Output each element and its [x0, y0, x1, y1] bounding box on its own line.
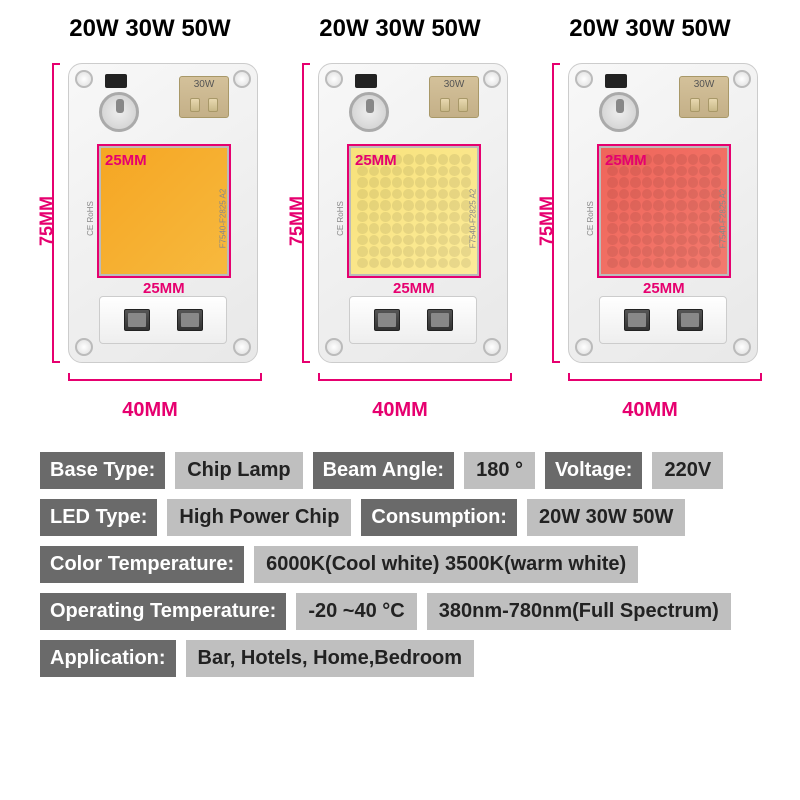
inner-dim-top: 25MM — [355, 152, 397, 169]
smd-component-icon — [677, 309, 703, 331]
pcb-marking-right: F7540-F2825 A2 — [219, 189, 228, 249]
led-type-label: LED Type: — [40, 499, 157, 536]
pcb-marking-left: CE RoHS — [86, 201, 95, 236]
smd-component-icon — [124, 309, 150, 331]
inner-dim-bottom: 25MM — [643, 280, 685, 297]
consumption-value: 20W 30W 50W — [527, 499, 685, 536]
mount-hole-icon — [325, 70, 343, 88]
base-type-value: Chip Lamp — [175, 452, 302, 489]
beam-angle-label: Beam Angle: — [313, 452, 455, 489]
chip-pcb: 30W 25MM 25MM F7540-F2825 A2 CE RoHS — [68, 63, 258, 363]
mount-hole-icon — [325, 338, 343, 356]
spectrum-value: 380nm-780nm(Full Spectrum) — [427, 593, 731, 630]
top-components: 30W — [347, 74, 479, 134]
chip-container: 75MM 30W 25MM 25MM F7540-F2 — [530, 51, 770, 391]
bracket-horizontal — [568, 373, 762, 381]
pcb-marking-right: F7540-F2825 A2 — [719, 189, 728, 249]
chip-block-2: 20W 30W 50W 75MM 30W 25MM — [530, 15, 770, 422]
wattage-label: 20W 30W 50W — [30, 15, 270, 43]
power-component: 30W — [679, 76, 729, 118]
mount-hole-icon — [233, 70, 251, 88]
spec-row-3: Color Temperature: 6000K(Cool white) 350… — [40, 546, 760, 583]
bottom-components — [349, 296, 477, 344]
mount-hole-icon — [733, 70, 751, 88]
color-temp-value: 6000K(Cool white) 3500K(warm white) — [254, 546, 638, 583]
chip-block-1: 20W 30W 50W 75MM 30W 25MM — [280, 15, 520, 422]
inner-dim-bottom: 25MM — [143, 280, 185, 297]
spec-row-4: Operating Temperature: -20 ~40 °C 380nm-… — [40, 593, 760, 630]
mount-hole-icon — [483, 70, 501, 88]
pcb-marking-left: CE RoHS — [336, 201, 345, 236]
smd-component-icon — [374, 309, 400, 331]
mount-hole-icon — [575, 70, 593, 88]
mount-hole-icon — [575, 338, 593, 356]
power-component: 30W — [179, 76, 229, 118]
pcb-marking-left: CE RoHS — [586, 201, 595, 236]
mount-hole-icon — [75, 338, 93, 356]
power-component: 30W — [429, 76, 479, 118]
pcb-marking-right: F7540-F2825 A2 — [469, 189, 478, 249]
chip-pcb: 30W 25MM 25MM F7540-F2825 A2 CE RoHS — [568, 63, 758, 363]
consumption-label: Consumption: — [361, 499, 517, 536]
smd-component-icon — [624, 309, 650, 331]
dial-component-icon — [599, 92, 639, 132]
chips-row: 20W 30W 50W 75MM 30W 25MM — [30, 15, 770, 422]
component-black-icon — [355, 74, 377, 88]
inner-dim-top: 25MM — [105, 152, 147, 169]
application-label: Application: — [40, 640, 176, 677]
dial-component-icon — [99, 92, 139, 132]
spec-row-5: Application: Bar, Hotels, Home,Bedroom — [40, 640, 760, 677]
dial-component-icon — [349, 92, 389, 132]
width-dimension: 40MM — [30, 399, 270, 422]
mount-hole-icon — [483, 338, 501, 356]
led-type-value: High Power Chip — [167, 499, 351, 536]
component-black-icon — [105, 74, 127, 88]
component-black-icon — [605, 74, 627, 88]
spec-row-1: Base Type: Chip Lamp Beam Angle: 180 ° V… — [40, 452, 760, 489]
spec-row-2: LED Type: High Power Chip Consumption: 2… — [40, 499, 760, 536]
bracket-vertical — [52, 63, 60, 363]
voltage-label: Voltage: — [545, 452, 642, 489]
op-temp-label: Operating Temperature: — [40, 593, 286, 630]
beam-angle-value: 180 ° — [464, 452, 535, 489]
op-temp-value: -20 ~40 °C — [296, 593, 416, 630]
top-components: 30W — [97, 74, 229, 134]
width-dimension: 40MM — [530, 399, 770, 422]
bottom-components — [99, 296, 227, 344]
inner-dim-top: 25MM — [605, 152, 647, 169]
wattage-label: 20W 30W 50W — [530, 15, 770, 43]
base-type-label: Base Type: — [40, 452, 165, 489]
bracket-vertical — [302, 63, 310, 363]
chip-pcb: 30W 25MM 25MM F7540-F2825 A2 CE RoHS — [318, 63, 508, 363]
smd-component-icon — [427, 309, 453, 331]
width-dimension: 40MM — [280, 399, 520, 422]
bracket-vertical — [552, 63, 560, 363]
mount-hole-icon — [233, 338, 251, 356]
inner-dim-bottom: 25MM — [393, 280, 435, 297]
specs-table: Base Type: Chip Lamp Beam Angle: 180 ° V… — [30, 452, 770, 677]
smd-component-icon — [177, 309, 203, 331]
application-value: Bar, Hotels, Home,Bedroom — [186, 640, 475, 677]
bracket-horizontal — [68, 373, 262, 381]
wattage-label: 20W 30W 50W — [280, 15, 520, 43]
bracket-horizontal — [318, 373, 512, 381]
chip-container: 75MM 30W 25MM 25MM F7540-F2 — [30, 51, 270, 391]
mount-hole-icon — [75, 70, 93, 88]
chip-container: 75MM 30W 25MM 25MM F7540-F2 — [280, 51, 520, 391]
bottom-components — [599, 296, 727, 344]
voltage-value: 220V — [652, 452, 723, 489]
chip-block-0: 20W 30W 50W 75MM 30W 25MM — [30, 15, 270, 422]
color-temp-label: Color Temperature: — [40, 546, 244, 583]
mount-hole-icon — [733, 338, 751, 356]
top-components: 30W — [597, 74, 729, 134]
